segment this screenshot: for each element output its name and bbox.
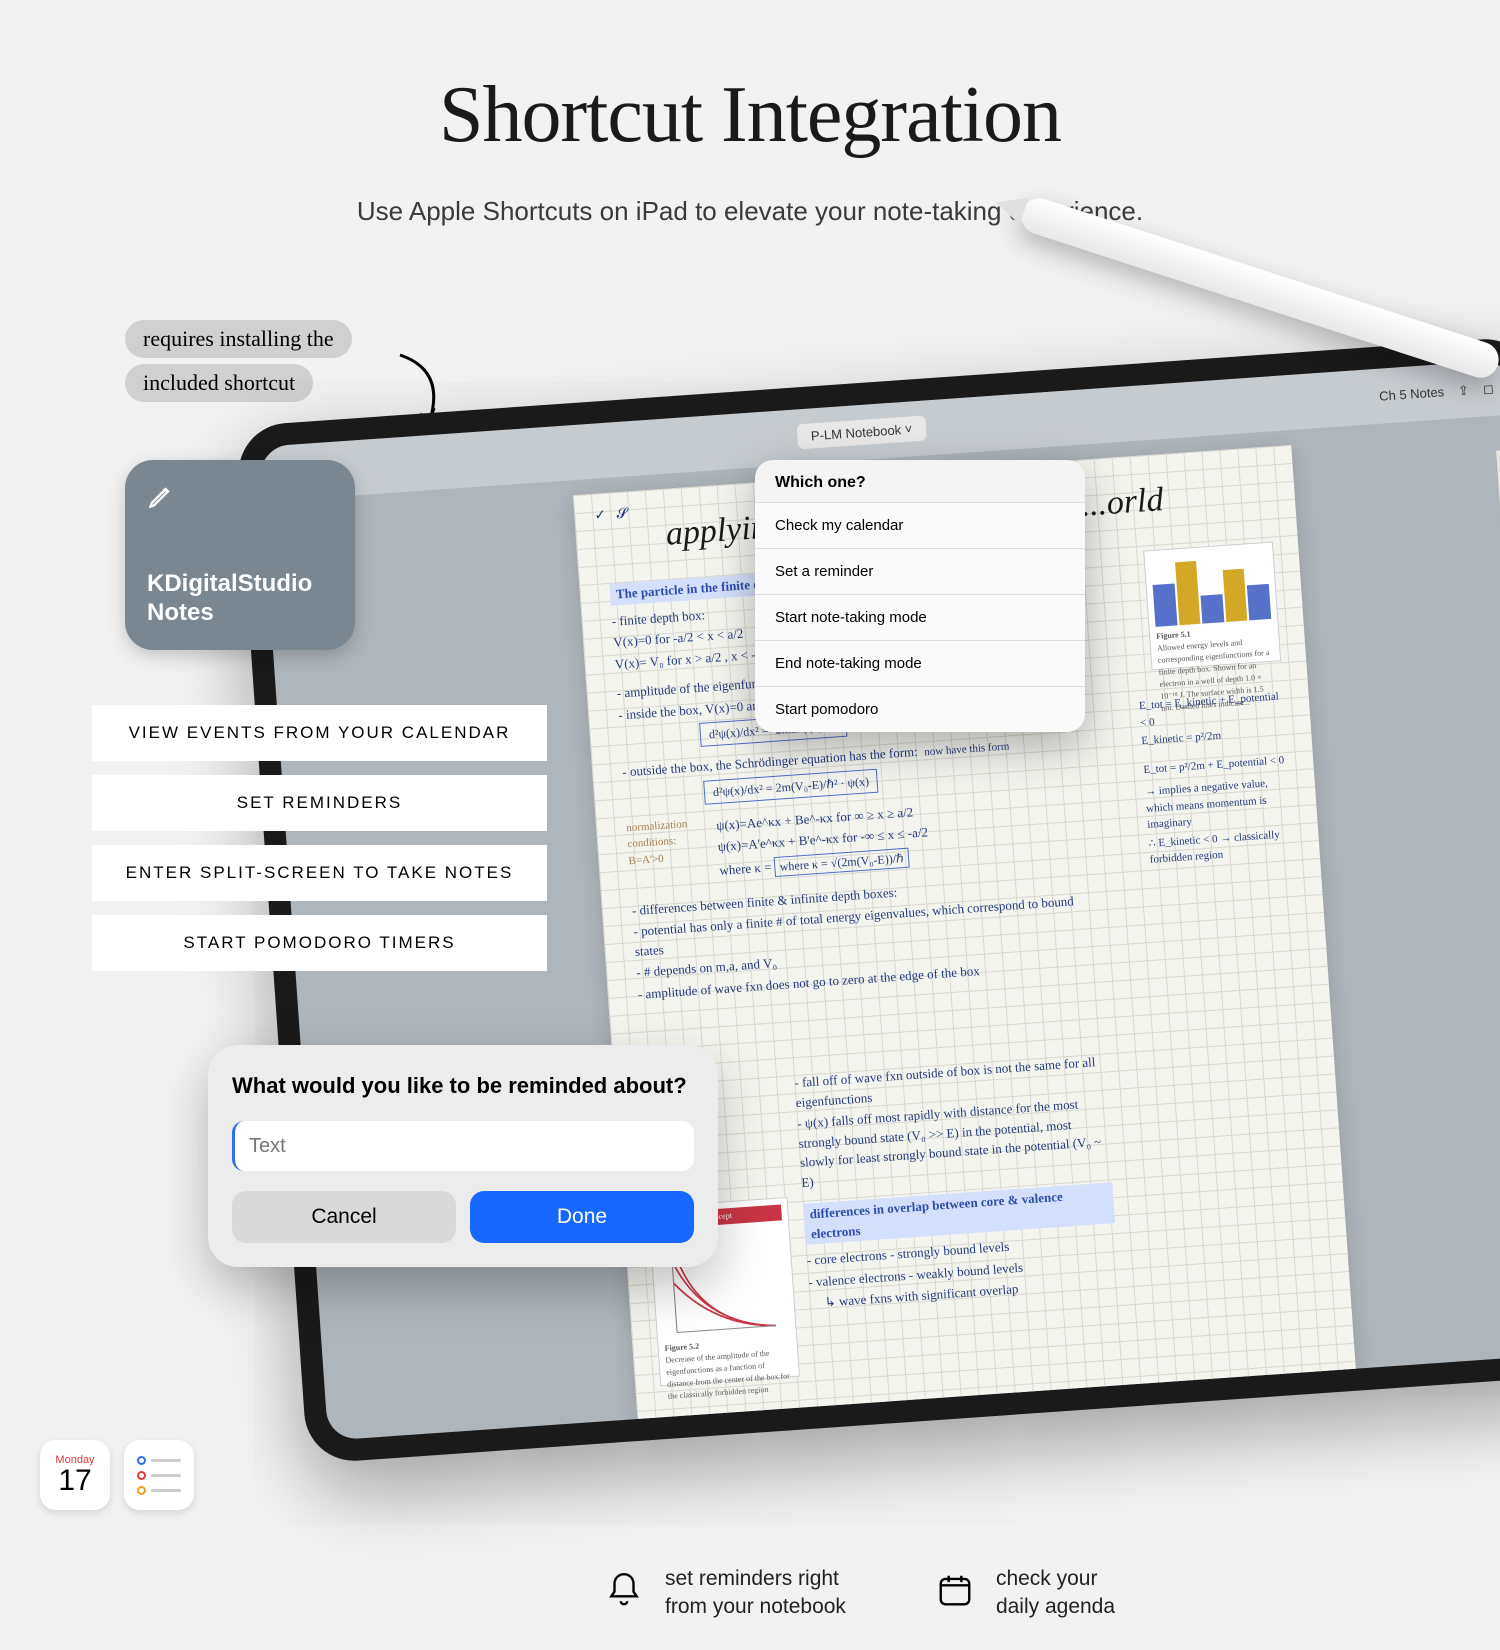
- menu-item-reminder[interactable]: Set a reminder: [755, 548, 1085, 594]
- pencil-icon: [147, 497, 175, 514]
- requires-line1: requires installing the: [125, 320, 352, 358]
- app-icons-row: Monday 17: [40, 1440, 194, 1510]
- calendar-icon: [936, 1571, 974, 1614]
- right-column-notes: E_tot = E_kinetic + E_potential < 0 E_ki…: [1138, 686, 1295, 870]
- requires-line2: included shortcut: [125, 364, 313, 402]
- feature-pill: SET REMINDERS: [92, 775, 547, 831]
- caption-reminders: set reminders rightfrom your notebook: [665, 1565, 846, 1620]
- calendar-date-number: 17: [58, 1466, 91, 1496]
- notebook-tab[interactable]: P-LM Notebook ˅: [796, 415, 927, 449]
- popup-title: Which one?: [755, 460, 1085, 502]
- reminders-app-icon[interactable]: [124, 1440, 194, 1510]
- bell-icon: [605, 1571, 643, 1614]
- feature-list: VIEW EVENTS FROM YOUR CALENDAR SET REMIN…: [92, 705, 547, 985]
- shortcut-tile[interactable]: KDigitalStudio Notes: [125, 460, 355, 650]
- feature-pill: START POMODORO TIMERS: [92, 915, 547, 971]
- menu-item-end-notes[interactable]: End note-taking mode: [755, 640, 1085, 686]
- calendar-app-icon[interactable]: Monday 17: [40, 1440, 110, 1510]
- figure-1: Figure 5.1Allowed energy levels and corr…: [1143, 542, 1281, 671]
- bottom-captions: set reminders rightfrom your notebook ch…: [605, 1565, 1115, 1620]
- done-button[interactable]: Done: [470, 1191, 694, 1243]
- toolbar-share-icon[interactable]: ⇪: [1458, 382, 1470, 399]
- page-subtitle: Use Apple Shortcuts on iPad to elevate y…: [0, 196, 1500, 227]
- toolbar-bookmark-icon[interactable]: ◻: [1482, 380, 1494, 397]
- feature-pill: VIEW EVENTS FROM YOUR CALENDAR: [92, 705, 547, 761]
- cancel-button[interactable]: Cancel: [232, 1191, 456, 1243]
- page-tabs[interactable]: [1496, 448, 1500, 1267]
- caption-agenda: check yourdaily agenda: [996, 1565, 1115, 1620]
- shortcut-popup-menu: Which one? Check my calendar Set a remin…: [755, 460, 1085, 732]
- requires-badge-group: requires installing the included shortcu…: [125, 320, 352, 408]
- toolbar-right-tab[interactable]: Ch 5 Notes: [1379, 384, 1445, 404]
- page-title: Shortcut Integration: [0, 0, 1500, 161]
- menu-item-pomodoro[interactable]: Start pomodoro: [755, 686, 1085, 732]
- reminder-text-input[interactable]: [232, 1121, 694, 1171]
- feature-pill: ENTER SPLIT-SCREEN TO TAKE NOTES: [92, 845, 547, 901]
- shortcut-tile-label: KDigitalStudio Notes: [147, 570, 355, 628]
- dialog-title: What would you like to be reminded about…: [232, 1073, 694, 1099]
- reminder-dialog: What would you like to be reminded about…: [208, 1045, 718, 1267]
- menu-item-calendar[interactable]: Check my calendar: [755, 502, 1085, 548]
- menu-item-start-notes[interactable]: Start note-taking mode: [755, 594, 1085, 640]
